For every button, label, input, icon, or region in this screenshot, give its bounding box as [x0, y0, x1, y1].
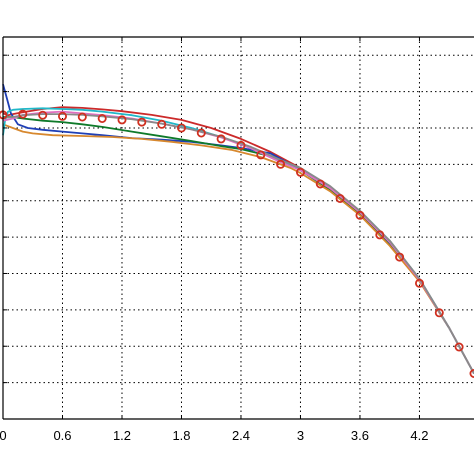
- series-line-4: [2, 123, 474, 374]
- grid: [3, 37, 474, 419]
- x-tick-label: 3.6: [351, 428, 369, 443]
- reference-marker: [77, 112, 87, 122]
- reference-marker: [414, 278, 424, 288]
- reference-marker: [58, 111, 68, 121]
- reference-marker: [236, 140, 246, 150]
- plot-background: [3, 37, 474, 419]
- reference-marker: [38, 110, 48, 120]
- reference-marker: [196, 128, 206, 138]
- reference-marker: [137, 117, 147, 127]
- reference-marker: [355, 210, 365, 220]
- reference-marker: [97, 114, 107, 124]
- reference-marker: [157, 119, 167, 129]
- x-tick-label: 3: [297, 428, 304, 443]
- reference-marker: [256, 150, 266, 160]
- x-tick-label: 1.2: [113, 428, 131, 443]
- x-tick-label: 1.8: [172, 428, 190, 443]
- reference-marker: [454, 342, 464, 352]
- reference-marker: [434, 308, 444, 318]
- reference-marker: [176, 123, 186, 133]
- x-tick-label: 4.2: [410, 428, 428, 443]
- reference-marker: [315, 179, 325, 189]
- reference-marker: [216, 134, 226, 144]
- x-tick-labels: 0 0.6 1.2 1.8 2.4 3 3.6 4.2: [0, 428, 429, 443]
- x-tick-label: 0: [0, 428, 7, 443]
- x-tick-label: 2.4: [232, 428, 250, 443]
- reference-markers: [0, 109, 474, 378]
- axes: [2, 36, 474, 420]
- x-tick-label: 0.6: [53, 428, 71, 443]
- reference-marker: [375, 230, 385, 240]
- reference-marker: [117, 115, 127, 125]
- reference-marker: [295, 167, 305, 177]
- reference-marker: [18, 109, 28, 119]
- reference-marker: [276, 159, 286, 169]
- reference-marker: [395, 252, 405, 262]
- reference-marker: [335, 193, 345, 203]
